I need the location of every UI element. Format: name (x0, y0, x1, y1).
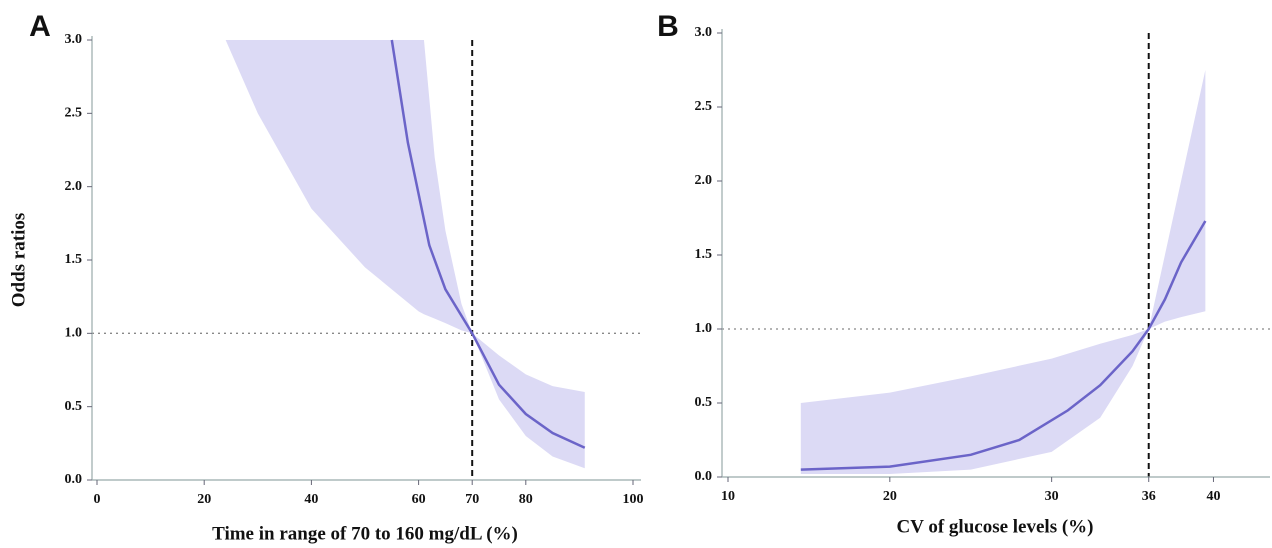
panel-label: B (657, 10, 679, 43)
x-axis-title: CV of glucose levels (%) (896, 516, 1093, 537)
confidence-band (225, 40, 585, 469)
x-tick-label: 10 (721, 489, 735, 504)
x-tick-label: 70 (465, 492, 479, 507)
or-curve (390, 39, 586, 449)
y-tick-label: 3.0 (695, 25, 713, 40)
y-tick-label: 2.0 (695, 173, 713, 188)
x-axis-title: Time in range of 70 to 160 mg/dL (%) (212, 523, 518, 544)
x-tick-label: 20 (197, 492, 211, 507)
or-curve (800, 220, 1207, 471)
y-tick-label: 0.5 (65, 399, 83, 414)
x-tick-label: 36 (1142, 489, 1156, 504)
y-tick-label: 2.5 (695, 99, 713, 114)
y-tick-label: 1.5 (65, 252, 83, 267)
y-tick-label: 0.5 (695, 395, 713, 410)
x-tick-label: 30 (1045, 489, 1059, 504)
x-tick-label: 0 (94, 492, 101, 507)
y-tick-label: 1.0 (65, 326, 83, 341)
x-tick-label: 60 (412, 492, 426, 507)
x-tick-label: 40 (1206, 489, 1220, 504)
y-axis-title: Odds ratios (8, 213, 29, 308)
x-tick-label: 80 (519, 492, 533, 507)
y-tick-label: 0.0 (65, 472, 83, 487)
y-tick-label: 2.0 (65, 179, 83, 194)
y-tick-label: 0.0 (695, 469, 713, 484)
x-tick-label: 20 (883, 489, 897, 504)
y-tick-label: 3.0 (65, 32, 83, 47)
confidence-band (800, 70, 1206, 475)
x-tick-label: 40 (304, 492, 318, 507)
panel-label: A (29, 10, 51, 43)
x-tick-label: 100 (623, 492, 644, 507)
y-tick-label: 2.5 (65, 106, 83, 121)
y-tick-label: 1.5 (695, 247, 713, 262)
y-tick-label: 1.0 (695, 321, 713, 336)
